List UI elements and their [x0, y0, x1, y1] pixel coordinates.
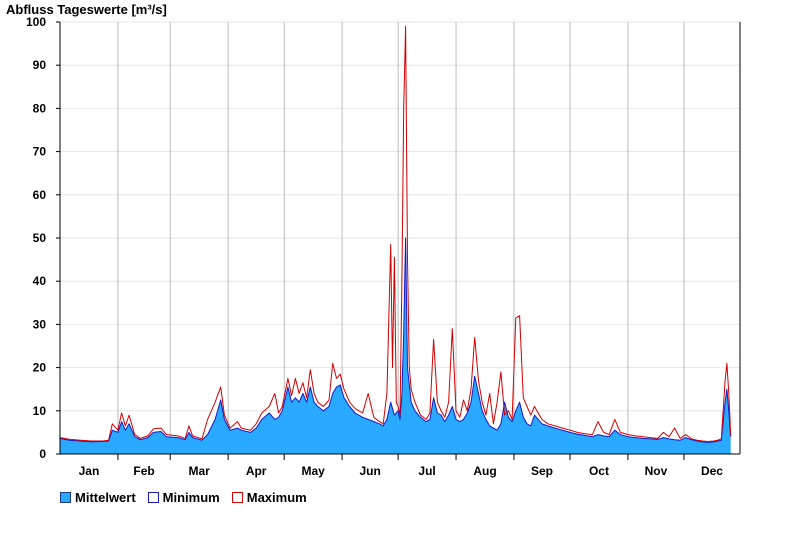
chart-title: Abfluss Tageswerte [m³/s] — [6, 2, 167, 17]
x-tick-label: Feb — [133, 464, 154, 478]
x-tick-label: Sep — [531, 464, 553, 478]
y-tick-label: 50 — [33, 231, 47, 245]
legend-label: Maximum — [246, 490, 307, 505]
x-tick-label: Oct — [589, 464, 609, 478]
y-tick-label: 30 — [33, 317, 47, 331]
series-maximum-line — [59, 25, 732, 442]
y-tick-label: 0 — [39, 447, 46, 461]
x-tick-label: Jul — [418, 464, 435, 478]
legend-swatch — [60, 492, 71, 503]
y-tick-label: 60 — [33, 188, 47, 202]
legend-label: Mittelwert — [75, 490, 136, 505]
legend-item-mittelwert: Mittelwert — [60, 490, 136, 505]
legend-swatch — [147, 492, 159, 503]
y-tick-label: 10 — [33, 404, 47, 418]
y-tick-label: 20 — [33, 361, 47, 375]
x-tick-label: May — [301, 464, 325, 478]
x-tick-label: Jan — [79, 464, 100, 478]
grid — [60, 21, 740, 454]
y-tick-label: 90 — [33, 58, 47, 72]
line-layer — [59, 25, 732, 443]
y-tick-label: 100 — [26, 15, 46, 29]
legend-item-maximum: Maximum — [231, 490, 307, 505]
y-tick-label: 80 — [33, 101, 47, 115]
legend-item-minimum: Minimum — [147, 490, 220, 505]
axes: 0 10 20 30 40 50 60 70 80 90 100 Jan Feb Mar Apr May Jun… — [26, 15, 741, 478]
x-tick-label: Jun — [359, 464, 380, 478]
series-mittelwert-area — [60, 238, 731, 454]
series-minimum-line — [59, 237, 732, 443]
x-tick-label: Nov — [645, 464, 668, 478]
x-tick-label: Mar — [189, 464, 211, 478]
legend: Mittelwert Minimum Maximum — [60, 490, 307, 505]
legend-swatch — [231, 492, 243, 503]
y-tick-label: 70 — [33, 145, 47, 159]
legend-label: Minimum — [162, 490, 220, 505]
area-layer — [60, 238, 731, 454]
x-tick-label: Aug — [473, 464, 496, 478]
x-tick-label: Dec — [701, 464, 723, 478]
y-tick-label: 40 — [33, 274, 47, 288]
x-tick-label: Apr — [246, 464, 267, 478]
